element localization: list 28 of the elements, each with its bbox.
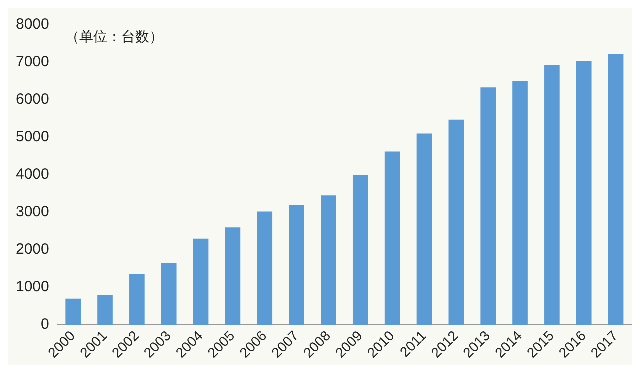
y-tick-label: 3000 — [16, 204, 50, 221]
bar — [193, 238, 209, 326]
y-tick-label: 2000 — [16, 241, 50, 258]
y-tick-label: 7000 — [16, 54, 50, 71]
bar — [225, 228, 241, 326]
bar — [448, 120, 464, 326]
y-tick-label: 4000 — [16, 166, 50, 184]
bar — [544, 65, 560, 326]
y-tick-label: 0 — [41, 316, 50, 334]
y-tick-label: 8000 — [16, 16, 50, 34]
bar — [130, 274, 145, 326]
bar — [161, 263, 177, 326]
bar — [321, 196, 336, 326]
y-tick-label: 5000 — [16, 128, 50, 146]
bar — [352, 175, 368, 326]
bar — [480, 88, 496, 326]
y-tick-label: 1000 — [16, 278, 50, 296]
bar — [416, 134, 432, 326]
bar — [257, 212, 273, 326]
bar — [512, 81, 528, 326]
annotation: （单位：台数） — [65, 30, 164, 46]
bar — [66, 298, 81, 326]
bar — [98, 295, 113, 326]
bar — [576, 61, 592, 326]
bar — [384, 152, 400, 326]
y-tick-label: 6000 — [16, 91, 50, 108]
bar — [289, 205, 304, 326]
bar — [608, 54, 624, 326]
